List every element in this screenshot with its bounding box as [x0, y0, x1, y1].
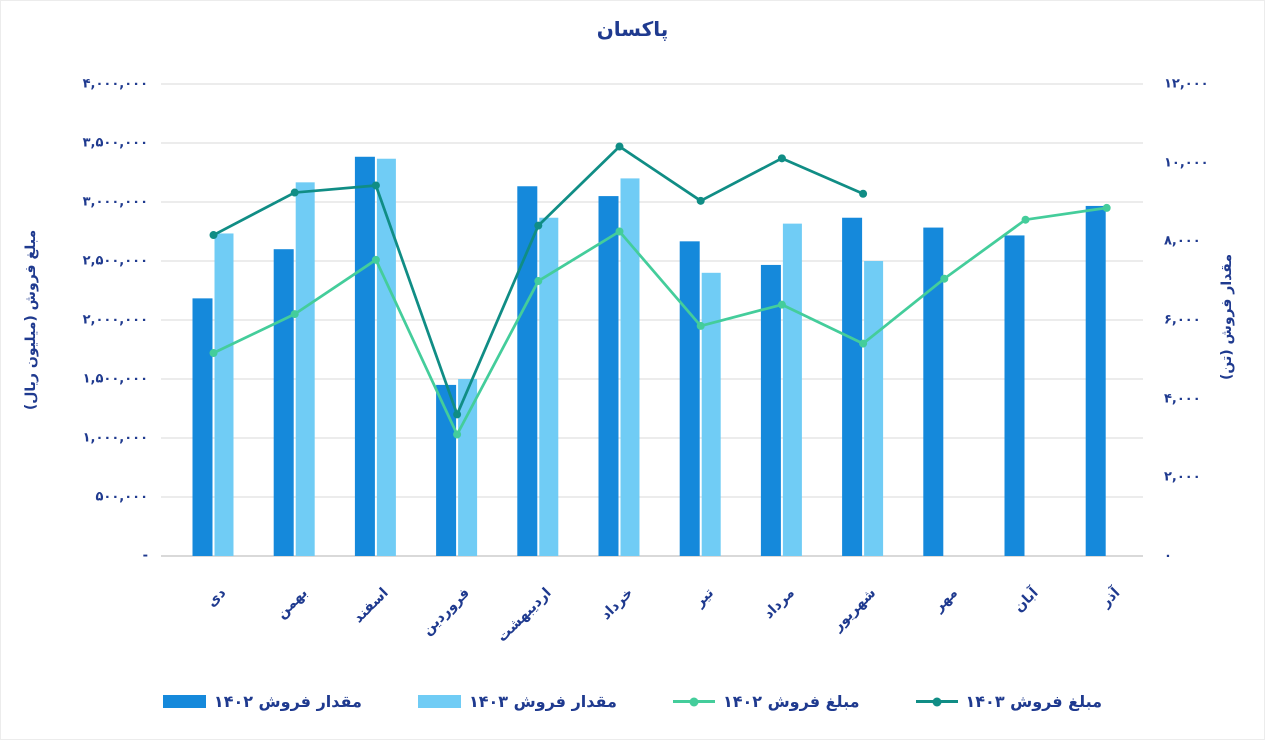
right-tick-label: ۸,۰۰۰ [1164, 233, 1201, 249]
line-marker [696, 196, 705, 205]
right-axis-title: مقدار فروش (تن) [1219, 254, 1235, 380]
left-tick-label: - [142, 548, 148, 564]
bar-segment [295, 182, 315, 557]
line-path [212, 206, 1109, 436]
left-tick-label: ۱,۰۰۰,۰۰۰ [82, 430, 148, 446]
bar-segment [517, 186, 538, 556]
line-marker [290, 310, 299, 319]
legend-item-amount-1402: مبلغ فروش ۱۴۰۲ [672, 692, 860, 711]
chart-title: پاکسان [596, 17, 669, 41]
line-marker [534, 277, 543, 286]
bar-segment [864, 261, 884, 556]
bar-segment [354, 156, 375, 556]
left-tick-label: ۲,۵۰۰,۰۰۰ [82, 253, 148, 269]
line-marker [777, 154, 786, 163]
bar-segment [782, 223, 802, 556]
bar-segment [376, 158, 396, 556]
bar-segment [1004, 235, 1025, 556]
right-tick-label: ۰ [1164, 548, 1172, 564]
left-tick-label: ۱,۵۰۰,۰۰۰ [82, 371, 148, 387]
legend-swatch-bar-1403 [417, 695, 461, 708]
line-marker [615, 227, 624, 236]
legend-label: مقدار فروش ۱۴۰۲ [213, 692, 362, 711]
left-axis-title: مبلغ فروش (میلیون ریال) [23, 229, 39, 411]
left-tick-label: ۵۰۰,۰۰۰ [95, 489, 148, 505]
left-tick-label: ۴,۰۰۰,۰۰۰ [82, 76, 148, 92]
legend-line-marker [689, 697, 699, 706]
line-marker [209, 349, 218, 358]
line-marker [1102, 203, 1111, 212]
left-tick-label: ۲,۰۰۰,۰۰۰ [82, 312, 148, 328]
bar-segment [701, 272, 721, 556]
bar-segment [620, 178, 640, 556]
right-tick-label: ۲,۰۰۰ [1164, 469, 1201, 485]
line-marker [290, 188, 299, 197]
line-marker [453, 430, 462, 439]
right-tick-label: ۱۲,۰۰۰ [1164, 76, 1209, 92]
line-marker [940, 274, 949, 283]
chart-legend: مقدار فروش ۱۴۰۲ مقدار فروش ۱۴۰۳ مبلغ فرو… [1, 692, 1264, 711]
legend-label: مبلغ فروش ۱۴۰۳ [965, 692, 1103, 711]
legend-label: مبلغ فروش ۱۴۰۲ [722, 692, 860, 711]
line-marker [209, 231, 218, 240]
bar-segment [760, 264, 781, 556]
bar-segment [192, 298, 213, 556]
right-tick-label: ۴,۰۰۰ [1164, 391, 1201, 407]
line-marker [859, 339, 868, 348]
legend-label: مقدار فروش ۱۴۰۳ [468, 692, 617, 711]
bar-segment [679, 241, 700, 557]
bar-segment [214, 233, 234, 556]
bar-segment [273, 249, 294, 556]
left-tick-label: ۳,۰۰۰,۰۰۰ [82, 194, 148, 210]
legend-swatch-line-1403 [915, 697, 958, 706]
line-marker [371, 181, 380, 190]
line-marker [453, 410, 462, 419]
line-marker [1021, 215, 1030, 224]
legend-item-quantity-1403: مقدار فروش ۱۴۰۳ [417, 692, 617, 711]
right-tick-label: ۱۰,۰۰۰ [1164, 155, 1209, 171]
line-marker [696, 321, 705, 330]
bar-segment [539, 217, 559, 556]
bar-segment [923, 227, 944, 557]
legend-item-quantity-1402: مقدار فروش ۱۴۰۲ [162, 692, 362, 711]
legend-item-amount-1403: مبلغ فروش ۱۴۰۳ [915, 692, 1103, 711]
bar-segment [598, 196, 619, 556]
right-tick-label: ۶,۰۰۰ [1164, 312, 1201, 328]
line-marker [615, 142, 624, 151]
line-marker [777, 300, 786, 309]
bar-segment [436, 384, 457, 556]
line-marker [534, 221, 543, 230]
bar-segment [1085, 205, 1106, 556]
line-marker [371, 255, 380, 264]
legend-line-marker [932, 697, 942, 706]
legend-swatch-bar-1402 [162, 695, 206, 708]
left-tick-label: ۳,۵۰۰,۰۰۰ [82, 135, 148, 151]
bar-segment [842, 217, 863, 556]
line-marker [859, 189, 868, 198]
legend-swatch-line-1402 [672, 697, 715, 706]
